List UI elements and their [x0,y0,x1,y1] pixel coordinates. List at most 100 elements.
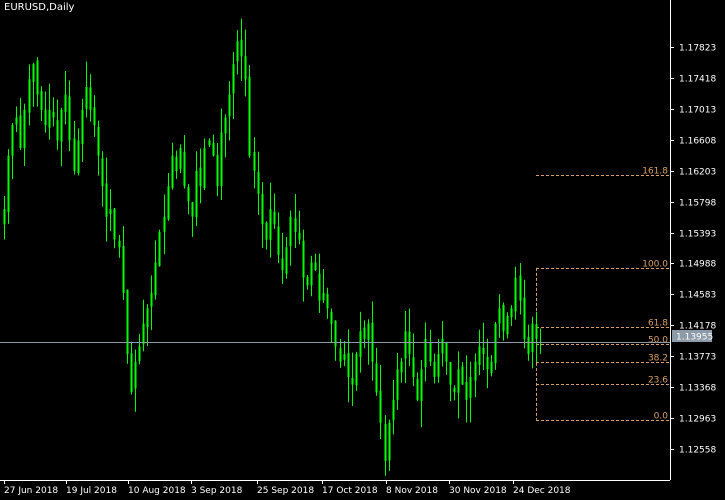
candle-body [60,109,63,142]
x-tick-label: 17 Oct 2018 [322,486,378,496]
candle-body [396,369,399,400]
candle-body [281,258,284,271]
candle-body [36,60,39,95]
x-tick-label: 19 Jul 2018 [66,486,117,496]
candle-body [203,148,206,188]
candle-body [113,208,116,240]
x-tick-label: 30 Nov 2018 [449,486,507,496]
candle-body [498,308,501,324]
x-tick-label: 10 Aug 2018 [128,486,186,496]
candle-body [502,304,505,332]
candle-body [298,232,301,240]
current-price-tag: 1.13955 [672,330,713,343]
fib-level-label: 100.0 [642,260,668,270]
candle-body [73,138,76,171]
candle-body [3,209,6,225]
candle-body [93,107,96,126]
candle-body [494,323,497,364]
candle-body [424,338,427,367]
x-tick-labels: 27 Jun 2018 19 Jul 2018 10 Aug 2018 3 Sep 2… [4,480,571,496]
candle-body [510,308,513,318]
candle-body [11,125,14,156]
candle-body [351,377,354,385]
axes-layer [0,0,671,481]
candle-body [28,79,31,113]
candle-body [343,354,346,360]
fib-level-label: 161.8 [642,167,668,177]
candle-body [277,226,280,255]
fib-level-label: 0.0 [654,412,669,422]
candle-body [134,361,137,389]
candle-body [449,362,452,385]
candle-body [330,311,333,324]
candle-body [384,424,387,461]
candle-body [314,262,317,271]
candle-body [44,109,47,126]
candle-body [118,240,121,248]
candle-body [163,216,166,232]
candle-body [130,353,133,393]
candle-body [195,170,198,218]
candles-layer [3,18,542,476]
candle-body [339,348,342,362]
candle-body [523,297,526,339]
y-tick-label: 1.17823 [679,44,716,54]
candle-body [257,171,260,194]
candle-body [191,202,194,217]
candle-body [388,422,391,461]
candle-body [269,209,272,240]
y-tick-label: 1.15393 [679,230,716,240]
candle-body [506,315,509,335]
y-tick-label: 1.13368 [679,384,716,394]
candle-body [375,363,378,393]
candle-body [453,387,456,393]
candle-body [81,109,84,144]
candle-body [253,152,256,171]
candle-body [535,324,538,339]
candle-body [138,346,141,362]
candle-body [228,94,231,117]
candle-body [457,369,460,393]
candle-body [85,86,88,109]
candle-body [109,209,112,214]
candle-body [318,273,321,301]
fib-level-label: 50.0 [648,336,668,346]
candle-body [167,186,170,220]
candle-body [531,323,534,352]
y-tick-label: 1.14988 [679,260,716,270]
candle-body [32,64,35,82]
candle-body [146,308,149,328]
candle-body [527,336,530,355]
fibonacci-layer: 161.8 100.0 61.8 50.0 38.2 23.6 0.0 [536,167,670,422]
candle-body [400,361,403,373]
candle-body [474,361,477,381]
candle-body [347,353,350,377]
candle-body [412,357,415,377]
y-tick-label: 1.14583 [679,291,716,301]
candle-body [224,117,227,134]
candle-body [244,56,247,80]
fib-level-label: 23.6 [648,376,668,386]
candle-body [89,87,92,110]
candle-body [482,347,485,355]
candle-body [175,156,178,171]
candle-body [445,341,448,362]
candle-body [355,354,358,386]
candle-body [379,390,382,423]
y-tick-labels: 1.17823 1.17418 1.17013 1.16608 1.16203 1.157… [670,44,716,456]
candle-body [441,338,444,354]
candle-body [126,289,129,355]
candle-body [154,262,157,296]
candle-body [490,361,493,374]
candle-body [289,216,292,247]
candle-body [404,331,407,359]
candle-body [248,76,251,156]
candle-body [486,356,489,370]
candle-body [437,354,440,377]
candle-body [220,132,223,186]
candle-body [179,148,182,169]
candle-body [101,158,104,187]
candle-body [232,64,235,94]
candle-body [48,109,51,128]
